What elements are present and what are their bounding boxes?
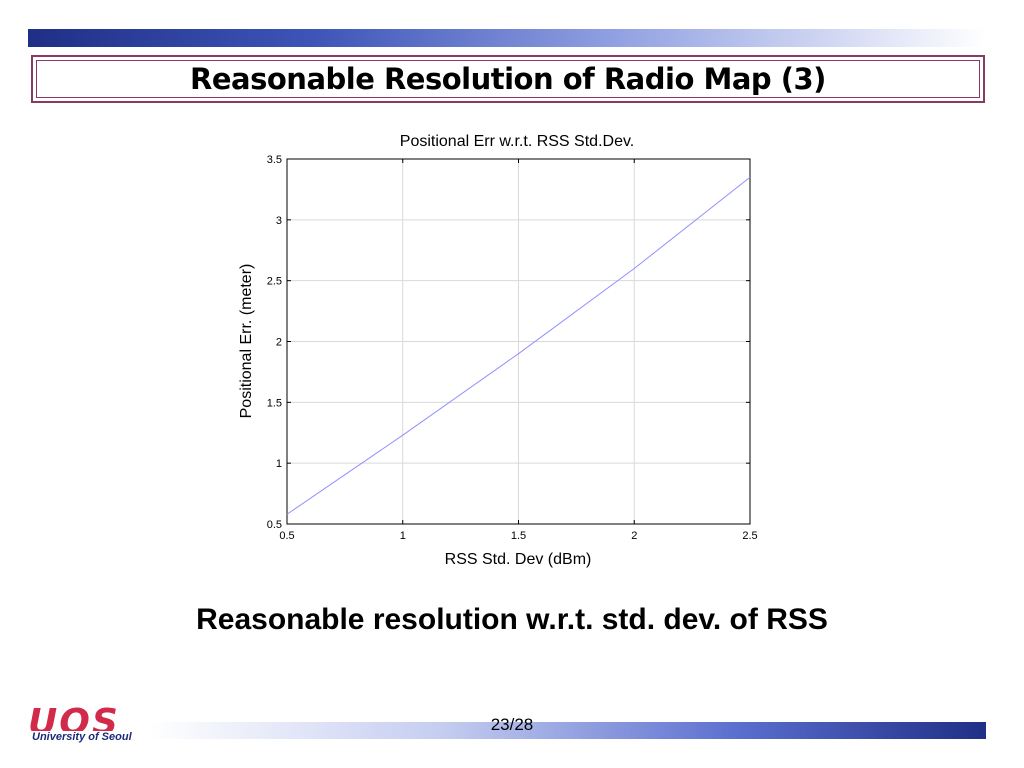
title-box: Reasonable Resolution of Radio Map (3) — [31, 55, 985, 103]
chart-grid — [286, 158, 751, 525]
top-decorative-bar — [28, 29, 986, 47]
university-logo: UOS University of Seoul — [28, 705, 152, 750]
y-tick-label: 3.5 — [267, 154, 282, 166]
y-tick-label: 0.5 — [267, 519, 282, 531]
x-tick-label: 0.5 — [279, 530, 294, 542]
bottom-decorative-bar — [150, 722, 986, 739]
x-axis-label: RSS Std. Dev (dBm) — [445, 551, 592, 568]
logo-text: University of Seoul — [30, 731, 134, 743]
slide-caption: Reasonable resolution w.r.t. std. dev. o… — [196, 603, 828, 636]
y-tick-label: 2.5 — [267, 276, 282, 288]
y-axis-label: Positional Err. (meter) — [238, 264, 255, 419]
y-tick-label: 1 — [276, 458, 282, 470]
page-number: 23/28 — [490, 715, 534, 734]
line-chart: Positional Err w.r.t. RSS Std.Dev. 0.5 1 1… — [238, 133, 758, 568]
x-tick-labels: 0.5 1 1.5 2 2.5 — [279, 530, 757, 542]
y-tick-label: 2 — [276, 337, 282, 349]
x-tick-label: 1.5 — [511, 530, 526, 542]
y-tick-label: 1.5 — [267, 397, 282, 409]
x-tick-label: 2.5 — [742, 530, 757, 542]
x-tick-label: 1 — [400, 530, 406, 542]
x-tick-label: 2 — [631, 530, 637, 542]
y-tick-label: 3 — [276, 215, 282, 227]
chart-series — [286, 176, 751, 515]
chart-title: Positional Err w.r.t. RSS Std.Dev. — [400, 133, 634, 150]
axis-ticks — [286, 158, 751, 525]
slide-title: Reasonable Resolution of Radio Map (3) — [190, 62, 826, 96]
series-line — [286, 176, 751, 515]
y-tick-labels: 0.5 1 1.5 2 2.5 3 3.5 — [267, 154, 282, 531]
